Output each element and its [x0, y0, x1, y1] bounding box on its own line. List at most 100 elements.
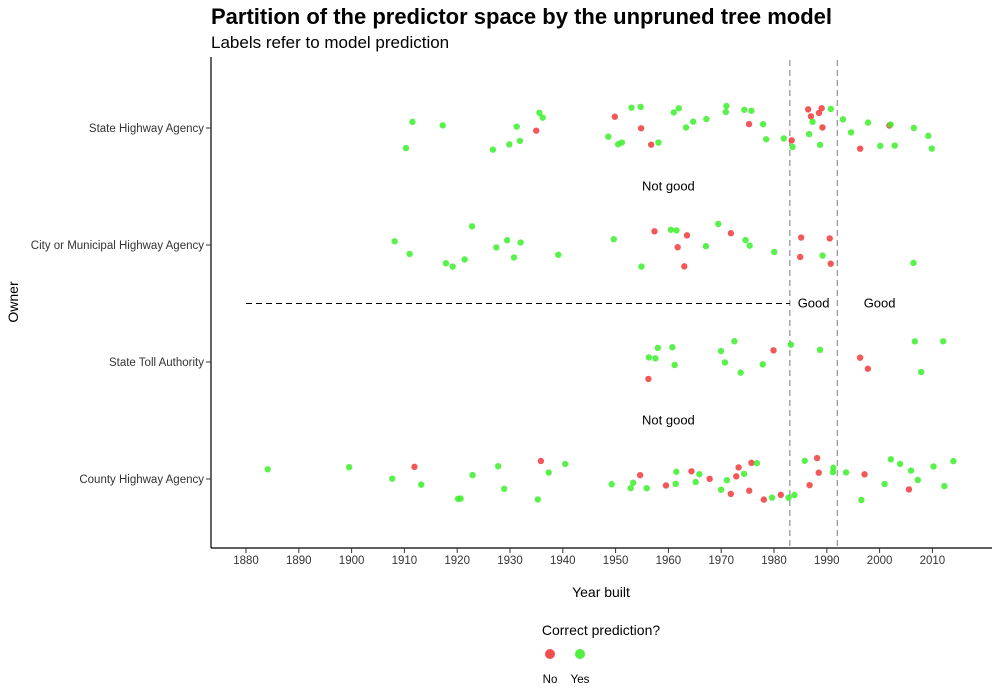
point-yes: [672, 480, 679, 488]
point-yes: [702, 243, 710, 250]
point-yes: [914, 476, 921, 484]
y-axis-title: Owner: [5, 281, 21, 323]
point-no: [813, 454, 821, 462]
point-yes: [809, 118, 816, 126]
point-yes: [717, 486, 725, 493]
point-yes: [805, 130, 813, 138]
point-yes: [717, 347, 725, 355]
x-tick-label: 1960: [656, 555, 682, 567]
point-yes: [731, 338, 738, 345]
point-no: [905, 486, 913, 493]
point-yes: [827, 105, 834, 113]
point-yes: [510, 254, 518, 261]
point-no: [746, 487, 753, 494]
point-no: [637, 125, 645, 132]
y-category-label: City or Municipal Highway Agency: [31, 240, 204, 252]
point-no: [861, 471, 868, 478]
point-no: [760, 496, 768, 503]
point-no: [806, 481, 813, 489]
point-yes: [461, 256, 468, 263]
point-yes: [673, 468, 680, 475]
point-yes: [489, 146, 497, 153]
point-yes: [721, 359, 729, 366]
point-yes: [789, 143, 796, 151]
point-yes: [637, 103, 644, 111]
point-yes: [682, 124, 690, 131]
legend-swatch-yes: [575, 649, 585, 659]
point-no: [804, 106, 812, 113]
point-no: [411, 463, 418, 471]
x-ticks: 1880 1890 1900 1910 1920 1930 1940 1950 1960 1970…: [233, 548, 945, 567]
point-no: [674, 244, 681, 251]
x-tick-label: 1900: [339, 555, 365, 567]
point-no: [651, 228, 658, 235]
point-yes: [555, 251, 562, 258]
point-yes: [881, 480, 888, 488]
point-yes: [494, 463, 502, 470]
point-yes: [950, 457, 957, 465]
point-yes: [406, 250, 413, 258]
point-yes: [723, 102, 730, 110]
point-no: [537, 457, 545, 465]
partition-lines: [246, 60, 839, 548]
point-yes: [503, 237, 511, 244]
point-yes: [442, 260, 450, 267]
point-yes: [780, 135, 787, 142]
point-no: [683, 232, 691, 239]
point-yes: [941, 482, 948, 490]
point-yes: [402, 144, 410, 152]
point-yes: [819, 252, 826, 259]
axes: [210, 57, 992, 549]
point-yes: [911, 338, 919, 345]
point-yes: [652, 355, 659, 362]
x-tick-label: 1880: [233, 555, 259, 567]
point-yes: [654, 344, 661, 352]
point-no: [788, 137, 795, 144]
point-no: [797, 234, 805, 241]
y-category-label: State Toll Authority: [109, 357, 204, 369]
point-no: [662, 482, 670, 489]
point-yes: [740, 470, 748, 478]
point-yes: [670, 109, 678, 116]
point-yes: [816, 346, 824, 354]
point-yes: [692, 478, 699, 486]
x-tick-label: 1930: [497, 555, 523, 567]
point-yes: [608, 481, 615, 488]
x-tick-label: 2000: [867, 555, 893, 567]
point-yes: [468, 223, 476, 230]
point-yes: [493, 244, 500, 251]
point-yes: [864, 119, 872, 126]
point-no: [647, 141, 655, 148]
point-no: [827, 260, 834, 267]
point-yes: [791, 491, 798, 499]
y-category-label: County Highway Agency: [79, 474, 204, 486]
point-no: [533, 127, 540, 134]
x-tick-label: 1890: [286, 555, 312, 567]
point-yes: [655, 139, 662, 146]
point-yes: [513, 123, 520, 130]
point-no: [688, 468, 695, 475]
region-label: Not good: [642, 179, 695, 194]
point-no: [864, 365, 872, 372]
point-yes: [501, 485, 508, 493]
point-yes: [847, 129, 855, 136]
point-yes: [910, 259, 917, 267]
point-no: [807, 113, 815, 120]
point-yes: [516, 137, 524, 145]
region-label: Not good: [642, 413, 695, 428]
x-tick-label: 1940: [550, 555, 576, 567]
point-yes: [618, 139, 626, 146]
point-yes: [439, 122, 446, 129]
point-yes: [918, 368, 925, 376]
point-yes: [645, 354, 653, 361]
point-yes: [534, 496, 541, 503]
point-no: [727, 230, 735, 237]
point-yes: [545, 469, 552, 476]
point-yes: [667, 226, 675, 233]
point-yes: [723, 476, 731, 484]
point-yes: [940, 338, 947, 345]
point-no: [636, 471, 644, 479]
point-yes: [907, 467, 915, 474]
point-yes: [345, 463, 353, 471]
